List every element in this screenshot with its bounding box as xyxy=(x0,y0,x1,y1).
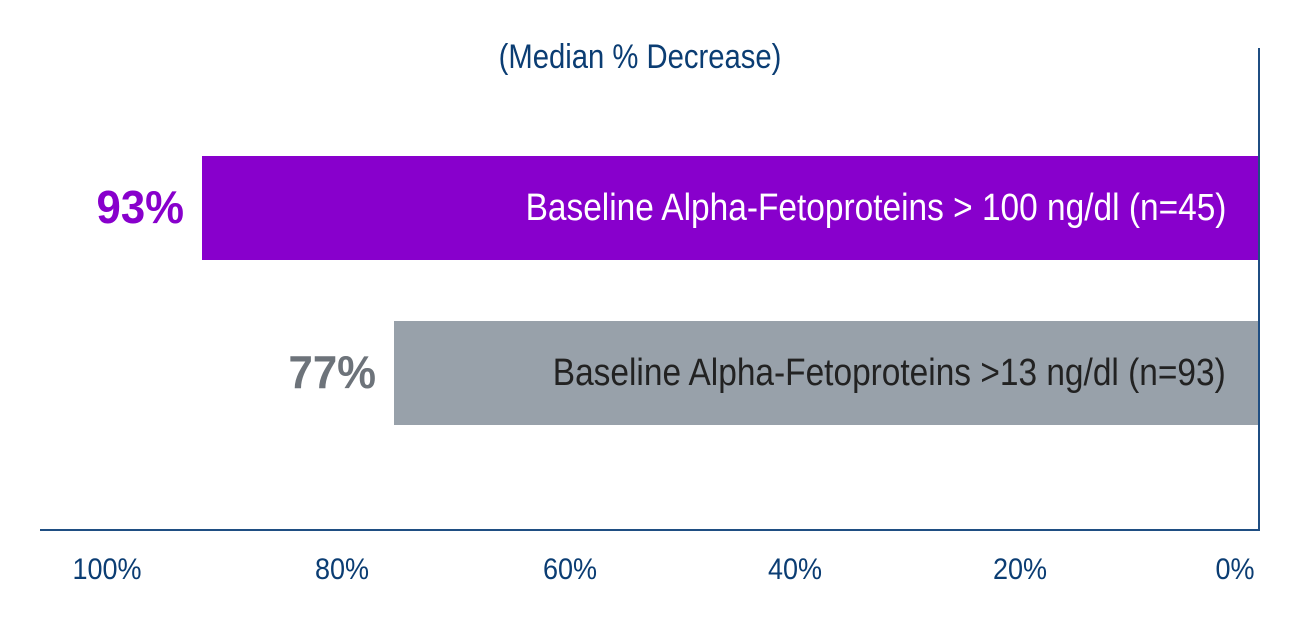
bar-category-label-2: Baseline Alpha-Fetoproteins >13 ng/dl (n… xyxy=(553,351,1226,394)
bar-afp-over-13: Baseline Alpha-Fetoproteins >13 ng/dl (n… xyxy=(394,321,1258,425)
x-tick-40: 40% xyxy=(767,553,823,586)
bar-value-label-2: 77% xyxy=(288,346,376,398)
x-tick-0: 0% xyxy=(1215,553,1255,586)
bar-category-label-1: Baseline Alpha-Fetoproteins > 100 ng/dl … xyxy=(525,186,1226,229)
x-tick-80: 80% xyxy=(314,553,370,586)
bar-afp-over-100: Baseline Alpha-Fetoproteins > 100 ng/dl … xyxy=(202,156,1258,260)
x-tick-100: 100% xyxy=(72,553,142,586)
x-axis-line xyxy=(40,529,1260,531)
bar-value-label-1: 93% xyxy=(96,181,184,233)
x-tick-60: 60% xyxy=(542,553,598,586)
chart-subtitle: (Median % Decrease) xyxy=(498,38,782,76)
x-tick-20: 20% xyxy=(992,553,1048,586)
y-axis-line xyxy=(1258,48,1260,531)
